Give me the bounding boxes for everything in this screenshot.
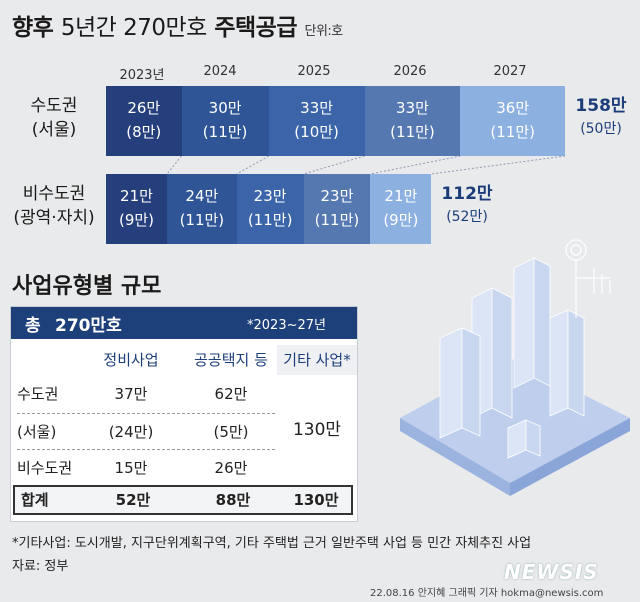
bar-sub-label: (11만) [202,123,248,141]
col-header-redevelopment: 정비사업 [103,351,159,369]
sum-public-land: 88만 [215,491,251,509]
bar-noncapital-4: 21만 (9만) [370,174,432,244]
total-value: 270만호 [55,316,122,336]
total-label: 총 [25,316,41,336]
newsis-logo: NEWSIS [504,560,599,584]
section-title: 사업유형별 규모 [12,274,162,299]
city-illustration [400,239,630,496]
bar-sub-label: (11만) [314,211,360,229]
bar-capital-0: 26만 (8만) [106,86,182,156]
row-label-noncapital-area: 비수도권 [17,459,73,477]
row-label-capital-area: 수도권 [17,385,59,403]
chart-title: 향후 5년간 270만호 주택공급 단위:호 [12,15,343,41]
bar-connectors [166,155,566,175]
bar-capital-2: 33만 (10만) [268,86,365,156]
cell-seoul-redevelopment: (24만) [108,423,154,441]
bar-value-label: 21만 [120,187,153,205]
bar-sub-label: (11만) [247,211,293,229]
cell-other-merged: 130만 [292,420,342,440]
sum-row: 합계 52만 88만 130만 [13,485,353,515]
bar-sub-label: (9만) [383,211,419,229]
period-note: *2023~27년 [247,318,326,333]
year-label-2026: 2026 [393,64,427,79]
bar-value-label: 24만 [185,187,219,205]
col-header-other: 기타 사업* [277,345,357,375]
year-label-2027: 2027 [493,64,527,79]
col-header-public-land: 공공택지 등 [194,351,268,369]
year-label-2023: 2023년 [119,68,165,83]
project-type-table: 총 270만호 *2023~27년 정비사업 공공택지 등 기타 사업* 수도권… [10,306,358,522]
source: 자료: 정부 [12,559,69,574]
bar-capital-4: 36만 (11만) [460,86,565,156]
row-divider [17,413,275,414]
row-label-seoul: (서울) [17,423,57,441]
connector-line [431,155,566,175]
connector-line [303,155,365,175]
total-noncapital: 112만 (52만) [441,184,493,225]
sum-redevelopment: 52만 [115,491,151,509]
sum-label: 합계 [21,491,49,509]
bar-noncapital-0: 21만 (9만) [106,174,167,244]
bar-value-label: 30만 [208,99,242,117]
bar-capital-3: 33만 (11만) [364,86,461,156]
cell-noncapital-redevelopment: 15만 [114,459,148,477]
bar-sub-label: (11만) [490,123,535,141]
bar-value-label: 21만 [384,187,418,205]
sum-other: 130만 [293,491,339,509]
bars-area: 26만 (8만) 30만 (11만) 33만 (10만) 33만 (11만) 36만 (11만) 2… [0,0,640,260]
bar-value-label: 33만 [396,99,429,117]
cell-noncapital-public-land: 26만 [214,459,248,477]
bar-sub-label: (11만) [390,123,435,141]
bar-value-label: 26만 [127,99,161,117]
bar-sub-label: (8만) [126,123,162,141]
bar-sub-label: (9만) [118,211,155,229]
bar-value-label: 33만 [300,99,334,117]
row-divider [17,449,275,450]
credit: 22.08.16 안지혜 그래픽 기자 hokma@newsis.com [370,588,604,599]
row-label-capital: 수도권 (서울) [30,96,78,140]
bar-noncapital-2: 23만 (11만) [236,174,304,244]
cell-capital-public-land: 62만 [214,385,248,403]
bar-noncapital-1: 24만 (11만) [167,174,237,244]
bar-sub-label: (10만) [294,123,339,141]
total-capital: 158만 (50만) [575,96,627,137]
bar-noncapital-3: 23만 (11만) [303,174,371,244]
connector-line [370,155,461,175]
bar-value-label: 23만 [253,187,287,205]
bar-value-label: 36만 [496,99,530,117]
cell-capital-redevelopment: 37만 [114,385,148,403]
cell-seoul-public-land: (5만) [213,423,249,441]
year-label-2025: 2025 [297,64,331,79]
bar-sub-label: (11만) [179,211,225,229]
bar-capital-1: 30만 (11만) [181,86,269,156]
footnote: *기타사업: 도시개발, 지구단위계획구역, 기타 주택법 근거 일반주택 사업… [12,536,532,551]
table-header-bar: 총 270만호 *2023~27년 [11,307,357,339]
bar-value-label: 23만 [320,187,354,205]
row-label-noncapital: 비수도권 (광역·자치) [13,184,95,228]
year-label-2024: 2024 [203,64,237,79]
